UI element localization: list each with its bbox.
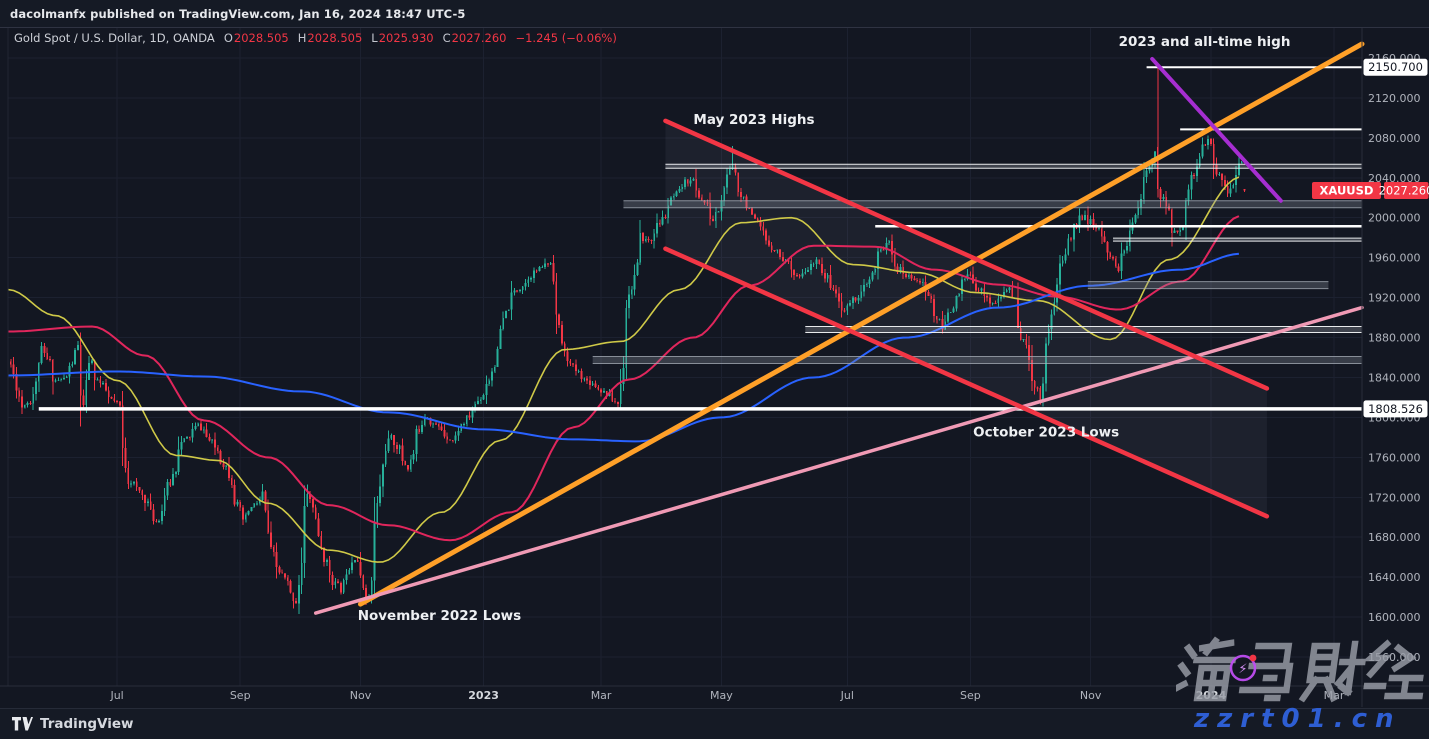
svg-text:Jul: Jul [109,689,123,702]
channel-upper-red[interactable] [663,118,1270,391]
price-zone-2[interactable] [1113,237,1362,242]
annotation-1: May 2023 Highs [693,112,814,128]
annotation-3: November 2022 Lows [358,608,521,624]
ohlc-open: O 2028.505 [223,31,289,45]
annotation-2: October 2023 Lows [973,424,1119,440]
candlestick-series [9,67,1246,614]
svg-text:Mar: Mar [591,689,612,702]
ma-slow-blue [7,252,1240,443]
channel-lower-red[interactable] [663,246,1270,519]
attribution-text: dacolmanfx published on TradingView.com,… [10,6,466,21]
ohlc-close: C 2027.260 [442,31,507,45]
svg-text:1640.000: 1640.000 [1368,571,1421,584]
attribution-bar: dacolmanfx published on TradingView.com,… [0,0,1429,28]
price-zone-1[interactable] [623,200,1362,209]
svg-text:2080.000: 2080.000 [1368,132,1421,145]
svg-text:May: May [710,689,733,702]
svg-text:2024: 2024 [1196,689,1227,702]
svg-text:1808.526: 1808.526 [1368,402,1423,416]
svg-text:1680.000: 1680.000 [1368,531,1421,544]
svg-text:XAUUSD: XAUUSD [1320,183,1374,197]
ohlc-high: H 2028.505 [297,31,363,45]
svg-text:1840.000: 1840.000 [1368,371,1421,384]
svg-text:2027.260: 2027.260 [1379,183,1429,197]
svg-text:Nov: Nov [1080,689,1102,702]
price-zone-4[interactable] [805,326,1362,334]
symbol-ohlc-header: Gold Spot / U.S. Dollar, 1D, OANDA O 2028… [14,31,617,45]
svg-text:Sep: Sep [230,689,251,702]
svg-text:2023: 2023 [468,689,499,702]
annotation-0: 2023 and all-time high [1119,34,1291,50]
footer-bar: TradingView [0,708,1429,739]
last-price-label: XAUUSD 2027.260 [1312,181,1429,199]
ascending-support-pink[interactable] [313,305,1364,615]
price-zone-3[interactable] [1087,281,1329,290]
ohlc-low: L 2025.930 [371,31,434,45]
svg-text:2150.700: 2150.700 [1368,60,1423,74]
red-channel-fill [665,120,1267,517]
svg-text:2120.000: 2120.000 [1368,92,1421,105]
symbol-title: Gold Spot / U.S. Dollar, 1D, OANDA [14,31,215,45]
price-change: −1.245 (−0.06%) [515,31,617,45]
svg-text:1560.000: 1560.000 [1368,651,1421,664]
svg-text:1760.000: 1760.000 [1368,451,1421,464]
descending-resistance-purple[interactable] [1150,56,1283,203]
svg-text:1600.000: 1600.000 [1368,611,1421,624]
axis-label-2150.700: 2150.700 [1363,58,1428,76]
ascending-support-orange[interactable] [357,41,1365,607]
price-zone-5[interactable] [592,356,1362,364]
svg-text:Jul: Jul [840,689,854,702]
svg-text:Sep: Sep [960,689,981,702]
svg-text:1880.000: 1880.000 [1368,332,1421,345]
svg-text:1720.000: 1720.000 [1368,491,1421,504]
svg-text:1920.000: 1920.000 [1368,292,1421,305]
axis-label-1808.526: 1808.526 [1363,400,1428,418]
tradingview-brand-label[interactable]: TradingView [40,716,134,732]
svg-text:2040.000: 2040.000 [1368,172,1421,185]
tradingview-logo-icon[interactable] [12,716,33,732]
svg-text:Mar: Mar [1324,689,1345,702]
svg-text:1960.000: 1960.000 [1368,252,1421,265]
ma-mid-crimson [8,215,1240,542]
svg-text:Nov: Nov [350,689,372,702]
svg-text:2000.000: 2000.000 [1368,212,1421,225]
